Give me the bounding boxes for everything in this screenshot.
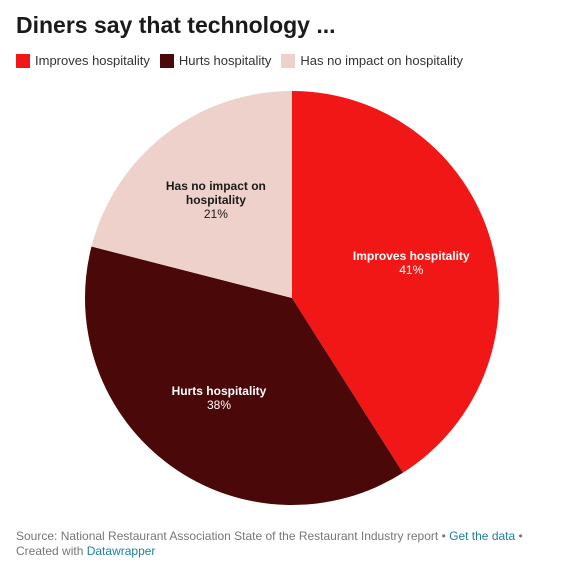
get-data-link[interactable]: Get the data [449,529,516,543]
pie-slice [292,91,499,473]
datawrapper-link[interactable]: Datawrapper [86,544,156,558]
legend-label: Hurts hospitality [178,53,272,68]
slice-label: Has no impact on hospitality 21% [156,179,276,221]
legend-swatch [281,53,296,68]
legend-label: Improves hospitality [35,53,150,68]
slice-value: 41% [399,263,424,278]
legend: Improves hospitality Hurts hospitality Has… [16,53,463,68]
slice-label: Improves hospitality 41% [351,249,471,277]
chart-title: Diners say that technology ... [16,12,336,38]
slice-category: Has no impact on hospitality [165,178,266,207]
pie-slice [85,246,403,506]
slice-label: Hurts hospitality 38% [159,384,279,412]
slice-value: 21% [203,206,228,221]
pie-slice [91,91,292,298]
legend-item: Has no impact on hospitality [281,53,463,68]
created-with: Created with [16,544,84,558]
legend-swatch [159,53,174,68]
source: Source: National Restaurant Association … [16,529,439,543]
separator: • [518,529,523,543]
legend-item: Improves hospitality [16,53,150,68]
separator: • [441,529,446,543]
slice-category: Improves hospitality [352,249,470,264]
legend-swatch [16,53,30,68]
legend-label: Has no impact on hospitality [300,53,463,68]
legend-item: Hurts hospitality [159,53,272,68]
slice-value: 38% [206,398,231,413]
slice-category: Hurts hospitality [171,384,267,399]
footer: Source: National Restaurant Association … [16,529,546,559]
